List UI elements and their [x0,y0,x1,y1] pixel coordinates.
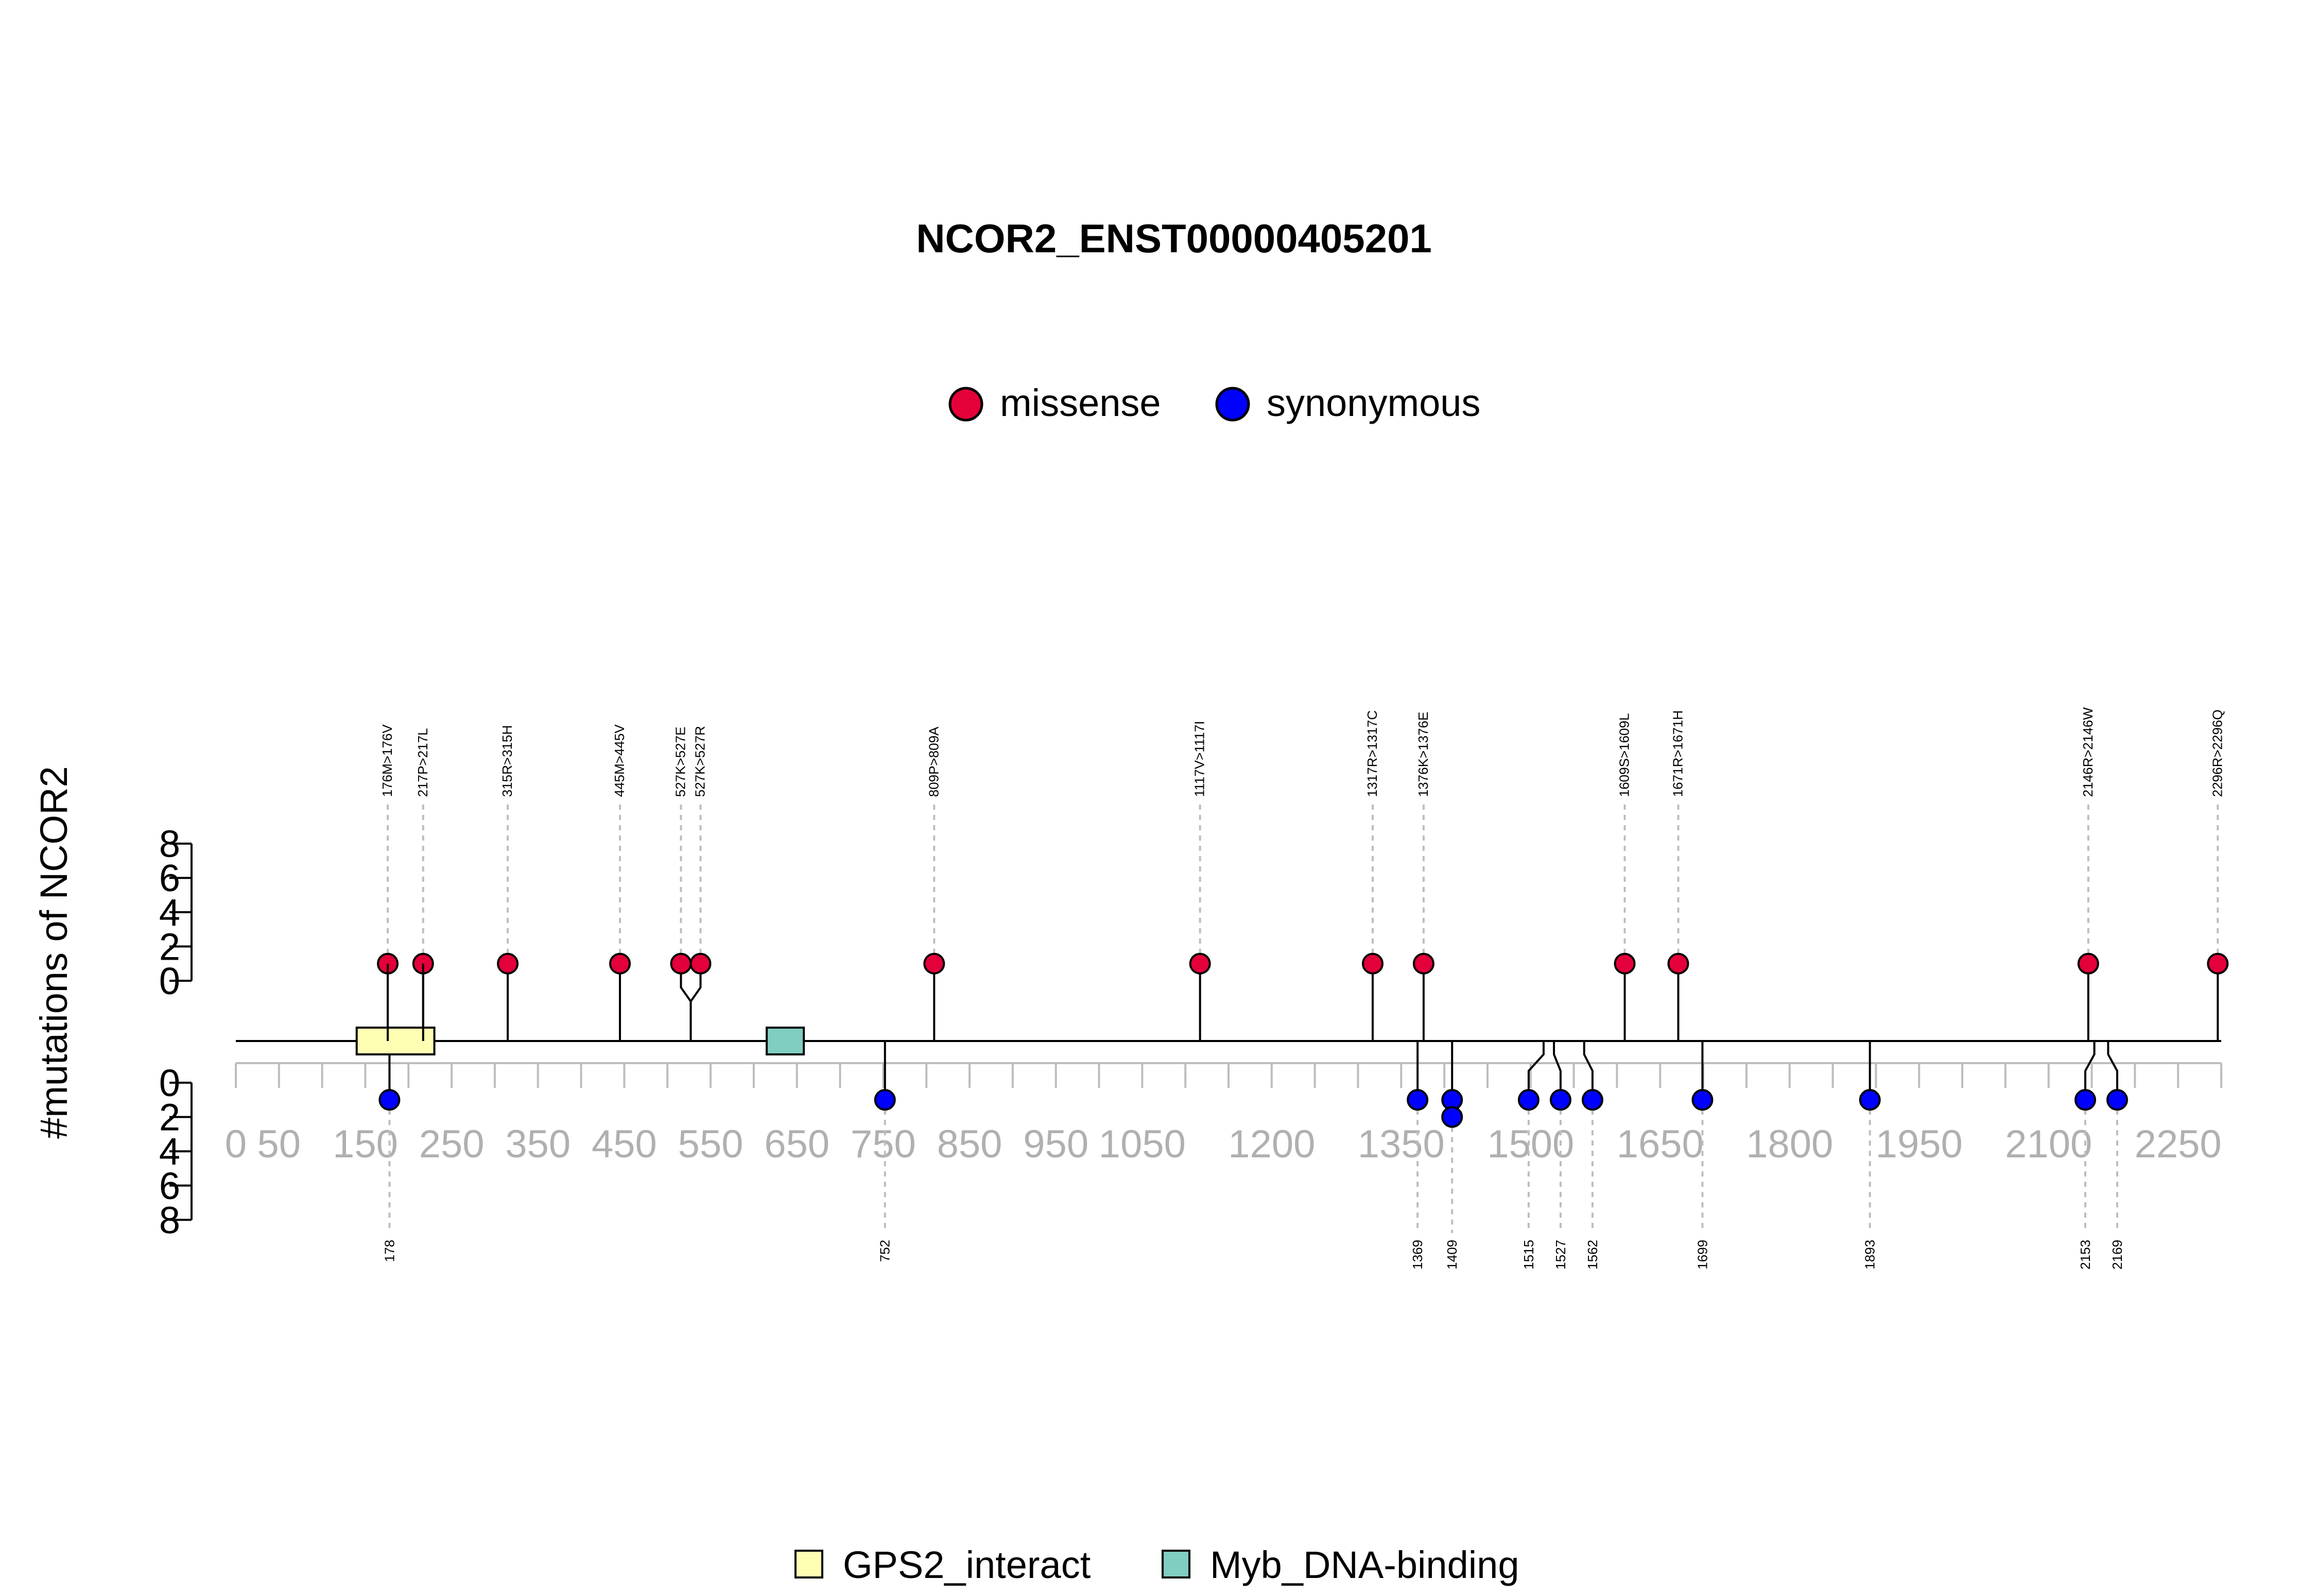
missense-stem [681,964,691,1041]
missense-label: 1671R>1671H [1670,710,1685,797]
x-tick-label: 1650 [1617,1122,1704,1166]
synonymous-label: 1893 [1862,1240,1878,1270]
missense-point [924,954,944,974]
top-y-tick-label: 8 [159,823,180,865]
missense-stem [691,964,701,1041]
missense-label: 1609S>1609L [1617,713,1632,797]
synonymous-label: 752 [877,1240,893,1262]
synonymous-label: 2153 [2078,1240,2093,1270]
synonymous-point [1860,1090,1880,1109]
missense-label: 527K>527E [673,726,688,797]
x-tick-label: 350 [505,1122,570,1166]
x-tick-label: 950 [1023,1122,1088,1166]
legend-missense-label: missense [1000,381,1161,424]
missense-point [1363,954,1382,974]
synonymous-label: 1369 [1410,1240,1425,1270]
missense-point [691,954,711,974]
x-tick-label: 750 [851,1122,916,1166]
missense-label: 176M>176V [379,724,395,797]
synonymous-label: 2169 [2109,1240,2125,1270]
synonymous-point [379,1090,399,1109]
x-tick-label: 150 [333,1122,398,1166]
x-tick-label: 1350 [1358,1122,1445,1166]
missense-point [610,954,630,974]
synonymous-point [1442,1107,1462,1127]
missense-label: 445M>445V [612,724,627,797]
synonymous-point [2107,1090,2127,1109]
x-tick-label: 450 [592,1122,657,1166]
synonymous-label: 1699 [1694,1240,1710,1270]
synonymous-point [875,1090,895,1109]
x-tick-label: 550 [678,1122,743,1166]
x-tick-label: 250 [419,1122,485,1166]
legend-missense-marker [950,388,982,420]
x-tick-label: 1800 [1746,1122,1833,1166]
missense-label: 1117V>1117I [1192,721,1207,797]
x-tick-label: 1200 [1228,1122,1315,1166]
variant-legend: missense synonymous [950,381,1480,424]
missense-point [2208,954,2227,974]
missense-point [2079,954,2098,974]
legend-myb-label: Myb_DNA-binding [1210,1543,1519,1586]
synonymous-label: 1562 [1585,1240,1600,1270]
synonymous-label: 1515 [1521,1240,1536,1270]
x-tick-label: 1950 [1876,1122,1963,1166]
missense-label: 809P>809A [926,726,941,797]
x-tick-label: 650 [764,1122,829,1166]
missense-label: 2146R>2146W [2080,707,2096,797]
synonymous-point [1583,1090,1602,1109]
y-axis-label: #mutations of NCOR2 [32,766,75,1139]
missense-label: 1317R>1317C [1364,710,1380,797]
legend-myb-swatch [1163,1551,1189,1577]
x-tick-label: 2100 [2005,1122,2092,1166]
synonymous-point [2076,1090,2095,1109]
missense-point [671,954,691,974]
legend-gps2-label: GPS2_interact [843,1543,1091,1586]
legend-synonymous-label: synonymous [1267,381,1480,424]
x-tick-label: 850 [937,1122,1002,1166]
domain-legend: GPS2_interact Myb_DNA-binding [796,1543,1519,1586]
synonymous-label: 1409 [1444,1240,1460,1270]
synonymous-point [1408,1090,1427,1109]
missense-label: 217P>217L [415,728,430,797]
x-tick-label: 0 [225,1122,247,1166]
legend-synonymous-marker [1217,388,1249,420]
chart-title: NCOR2_ENST00000405201 [916,216,1432,261]
missense-point [1668,954,1688,974]
synonymous-label: 178 [382,1240,397,1262]
legend-gps2-swatch [796,1551,822,1577]
synonymous-point [1519,1090,1538,1109]
missense-label: 2296R>2296Q [2209,709,2225,797]
synonymous-point [1551,1090,1570,1109]
missense-point [1615,954,1635,974]
missense-point [1414,954,1433,974]
missense-point [498,954,517,974]
synonymous-point [1692,1090,1712,1109]
missense-label: 527K>527R [693,726,708,797]
missense-label: 315R>315H [499,725,515,797]
x-tick-label: 1050 [1099,1122,1186,1166]
domain-box [767,1028,804,1054]
x-tick-label: 2250 [2135,1122,2222,1166]
synonymous-label: 1527 [1553,1240,1568,1270]
missense-point [1190,954,1210,974]
x-tick-label: 50 [257,1122,301,1166]
missense-label: 1376K>1376E [1415,712,1431,797]
bottom-y-tick-label: 8 [159,1199,180,1241]
